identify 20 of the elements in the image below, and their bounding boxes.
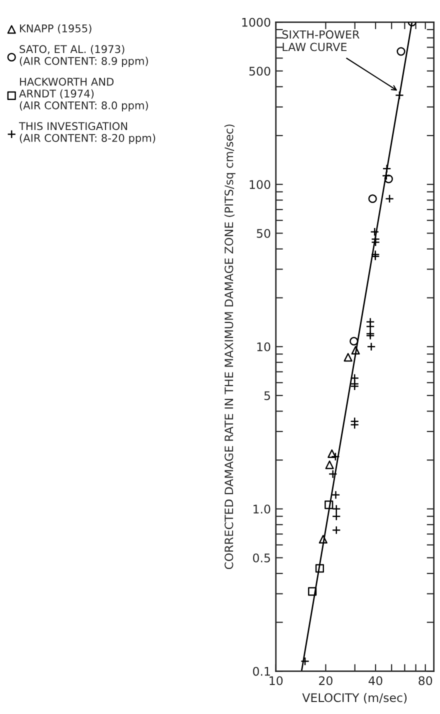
y-tick-label: 500 — [249, 66, 270, 76]
x-axis-title: VELOCITY (m/sec) — [302, 693, 407, 704]
y-axis-title: CORRECTED DAMAGE RATE IN THE MAXIMUM DAMAGE ZONE (PITS/sq cm/sec) — [224, 124, 236, 570]
legend-label: SATO, ET AL. (1973) (AIR CONTENT: 8.9 ppm) — [20, 44, 148, 67]
y-tick-label: 0.5 — [253, 553, 270, 562]
annotation: SIXTH-POWER LAW CURVE — [282, 30, 360, 52]
x-tick-label: 40 — [368, 676, 382, 686]
y-tick-label: 10 — [257, 342, 270, 352]
y-tick-label: 50 — [256, 228, 270, 238]
x-tick-label: 80 — [418, 676, 432, 686]
legend-label: HACKWORTH AND ARNDT (1974) (AIR CONTENT: 8.0 ppm) — [19, 78, 148, 112]
y-tick-label: 5 — [264, 391, 270, 400]
y-tick-label: 100 — [250, 180, 270, 190]
y-tick-label: 1.0 — [254, 504, 270, 514]
legend-label: KNAPP (1955) — [20, 24, 92, 34]
x-tick-label: 10 — [270, 676, 283, 686]
x-tick-label: 20 — [319, 676, 332, 686]
y-tick-label: 0.1 — [253, 666, 270, 676]
y-tick-label: 1000 — [242, 18, 270, 27]
legend-label: THIS INVESTIGATION (AIR CONTENT: 8-20 ppm) — [18, 122, 156, 144]
